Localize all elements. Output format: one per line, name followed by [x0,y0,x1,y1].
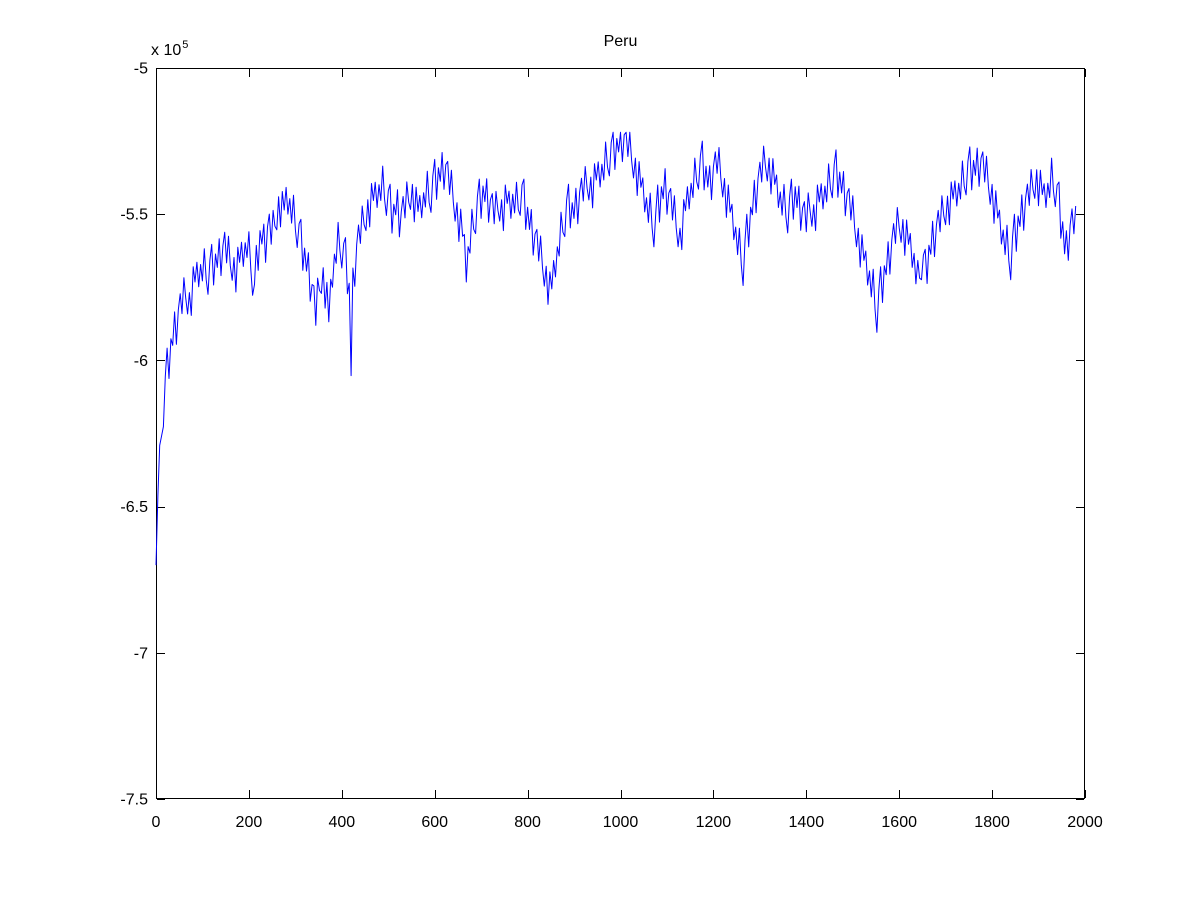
x-axis-tick-label: 2000 [1067,814,1103,831]
y-axis-multiplier-base: x 10 [151,42,182,59]
x-axis-tick-label: 1200 [696,814,732,831]
y-axis-multiplier-exponent: 5 [182,39,189,51]
y-axis-tick-label: -7 [134,645,148,662]
y-axis-tick-label: -5 [134,61,148,78]
trace-line [155,131,1077,566]
y-axis-tick-label: -6 [134,353,148,370]
x-axis-tick-label: 1400 [789,814,825,831]
x-axis-tick-label: 1800 [974,814,1010,831]
x-axis-tick-label: 400 [328,814,355,831]
x-axis-tick-label: 200 [236,814,263,831]
y-axis-multiplier: x 105 [151,39,189,60]
y-axis-tick-label: -5.5 [120,207,148,224]
plot-title: Peru [603,33,638,50]
x-axis-tick-label: 800 [514,814,541,831]
y-axis-tick-label: -6.5 [120,499,148,516]
x-axis-tick-label: 1000 [603,814,639,831]
plot-box [156,68,1085,799]
x-axis-tick-label: 0 [152,814,161,831]
x-axis-tick-label: 1600 [881,814,917,831]
y-axis-tick-label: -7.5 [120,792,148,809]
x-axis-tick-label: 600 [421,814,448,831]
